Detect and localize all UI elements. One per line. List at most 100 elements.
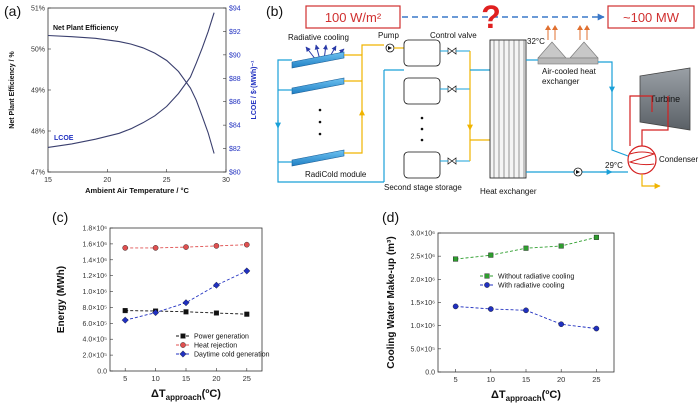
- y2-tick-label: $94: [229, 6, 241, 13]
- x-axis-label-main: ΔT: [151, 388, 166, 400]
- data-point-heat-rejection: [183, 244, 189, 250]
- data-point-power-generation: [122, 308, 128, 314]
- turbine-icon: [639, 67, 691, 131]
- x-tick-label: 15: [44, 177, 52, 184]
- y2-tick-label: $80: [229, 170, 241, 177]
- legend-label-with-radiative-cooling: With radiative cooling: [498, 283, 565, 290]
- control-valve-icon: [447, 47, 457, 55]
- data-point-power-generation: [213, 310, 219, 316]
- y-tick-label: 3.0×10⁶: [411, 231, 436, 238]
- y2-tick-label: $82: [229, 146, 241, 153]
- y-tick-label: 6.0×10⁵: [82, 321, 107, 328]
- x-tick-label: 20: [212, 374, 220, 383]
- x-tick-label: 10: [487, 375, 495, 384]
- storage-tank: [403, 151, 441, 179]
- y-tick-label: 50%: [31, 47, 45, 54]
- storage-tank: [403, 39, 441, 67]
- control-valve-icon: [447, 85, 457, 93]
- y2-tick-label: $90: [229, 52, 241, 59]
- storage-tank: [403, 77, 441, 105]
- y-axis-label: Net Plant Efficiency / %: [9, 51, 16, 129]
- y-tick-label: 5.0×10⁵: [410, 346, 435, 353]
- ellipsis-dot: [318, 132, 322, 136]
- series-label-efficiency: Net Plant Efficiency: [53, 25, 118, 32]
- radiative-panel: [291, 77, 345, 95]
- data-point-without-radiative-cooling: [593, 234, 599, 240]
- legend-marker-power-generation: [180, 333, 186, 339]
- control-valve-label: Control valve: [430, 31, 477, 40]
- y-tick-label: 1.2×10⁶: [83, 273, 108, 280]
- data-point-daytime-cold-generation: [212, 281, 220, 289]
- y2-tick-label: $92: [229, 29, 241, 36]
- pump-icon: [385, 43, 395, 53]
- data-point-daytime-cold-generation: [152, 309, 160, 317]
- air-cooled-heat-exchanger-icon: [537, 25, 599, 65]
- y-tick-label: 0.0: [97, 369, 107, 376]
- legend-label-heat-rejection: Heat rejection: [194, 343, 237, 350]
- y-tick-label: 1.6×10⁶: [83, 241, 108, 248]
- radiative-panel: [291, 149, 345, 167]
- x-axis-label: ΔTapproach(ºC): [151, 388, 221, 402]
- x-tick-label: 30: [222, 177, 230, 184]
- y-tick-label: 1.8×10⁶: [83, 226, 108, 233]
- legend-marker-daytime-cold-generation: [179, 350, 187, 358]
- plot-area: [47, 7, 227, 173]
- pump-icon: [573, 167, 583, 177]
- y2-tick-label: $84: [229, 123, 241, 130]
- data-point-power-generation: [183, 309, 189, 315]
- data-point-daytime-cold-generation: [182, 299, 190, 307]
- ellipsis-dot: [420, 127, 424, 131]
- data-point-without-radiative-cooling: [558, 243, 564, 249]
- pump-label: Pump: [378, 31, 399, 40]
- radiative-cooling-label: Radiative cooling: [288, 33, 349, 42]
- y-tick-label: 2.0×10⁶: [411, 277, 436, 284]
- flux-left-box: [305, 5, 401, 29]
- chart-d: 0.0 5.0×10⁵ 1.0×10⁶ 1.5×10⁶ 2.0×10⁶ 2.5×10⁶ 3.…: [386, 231, 615, 403]
- data-point-heat-rejection: [213, 243, 220, 249]
- ellipsis-dot: [420, 138, 424, 142]
- heat-exchanger-icon: [489, 39, 527, 179]
- question-mark: ?: [481, 0, 501, 35]
- ellipsis-dot: [318, 120, 322, 124]
- flux-left-label: 100 W/m²: [325, 10, 382, 25]
- storage-label: Second stage storage: [384, 183, 462, 192]
- y-tick-label: 2.5×10⁶: [411, 254, 436, 261]
- ellipsis-dot: [318, 108, 322, 112]
- legend-label-daytime-cold-generation: Daytime cold generation: [194, 352, 270, 359]
- x-axis-label-sub: approach: [506, 394, 542, 403]
- data-point-with-radiative-cooling: [523, 307, 529, 314]
- y-tick-label: 48%: [31, 129, 45, 136]
- x-axis-label-main: ΔT: [491, 389, 506, 401]
- series-label-lcoe: LCOE: [54, 135, 74, 142]
- data-point-daytime-cold-generation: [243, 267, 251, 275]
- condenser-label: Condenser: [659, 155, 698, 164]
- y-tick-label: 0.0: [425, 370, 435, 377]
- data-point-with-radiative-cooling: [558, 321, 565, 328]
- legend-marker-without-radiative-cooling: [484, 273, 490, 279]
- flux-right-box: [607, 5, 695, 29]
- x-tick-label: 5: [123, 374, 127, 383]
- y2-axis-label: LCOE / $·(MWh)⁻¹: [251, 60, 258, 120]
- flux-right-label: ~100 MW: [623, 10, 680, 25]
- condenser-icon: [627, 145, 657, 175]
- x-tick-label: 5: [454, 375, 458, 384]
- cold-return-pipe: [277, 59, 292, 162]
- data-point-heat-rejection: [152, 245, 159, 251]
- x-tick-label: 25: [163, 177, 171, 184]
- radiative-panel: [291, 51, 345, 69]
- y-tick-label: 4.0×10⁵: [82, 337, 107, 344]
- chart-a: 47% 48% 49% 50% 51% $80 $82 $84 $86 $88 $90 $92 $94 1…: [9, 6, 258, 196]
- data-point-with-radiative-cooling: [487, 306, 494, 312]
- x-tick-label: 20: [103, 177, 111, 184]
- data-point-without-radiative-cooling: [453, 256, 459, 262]
- y-tick-label: 1.4×10⁶: [83, 257, 108, 264]
- chart-c: 0.0 2.0×10⁵ 4.0×10⁵ 6.0×10⁵ 8.0×10⁵ 1.0×10⁶ 1.…: [56, 226, 270, 403]
- legend-label-power-generation: Power generation: [194, 334, 249, 341]
- data-point-heat-rejection: [243, 241, 250, 248]
- data-point-heat-rejection: [122, 245, 128, 251]
- series-line-lcoe: [47, 12, 215, 148]
- data-point-without-radiative-cooling: [523, 245, 529, 251]
- y-tick-label: 1.5×10⁶: [411, 300, 436, 307]
- temp-cold-label: 29°C: [605, 161, 623, 170]
- diagram-b: 100 W/m² ? ~100 MW Radiative cooling Rad…: [275, 0, 698, 196]
